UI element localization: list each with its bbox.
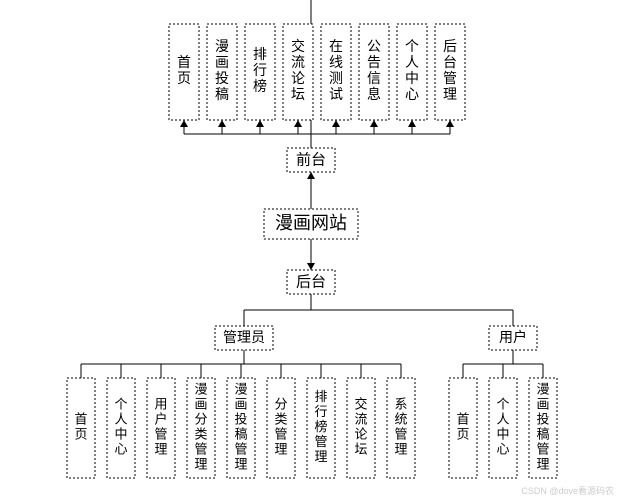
node-label-f2: 稿 — [215, 87, 229, 103]
node-label-f7: 人 — [405, 55, 419, 71]
node-label-a8: 论 — [354, 426, 367, 441]
node-label-f6: 息 — [367, 86, 381, 103]
node-label-f8: 管 — [443, 71, 457, 87]
node-label-user: 用户 — [499, 329, 527, 346]
node-label-a5: 管 — [234, 441, 247, 456]
node-label-f8: 后 — [443, 39, 457, 55]
node-label-a1: 页 — [74, 426, 87, 441]
node-label-f6: 信 — [367, 71, 381, 87]
node-label-f4: 交 — [291, 38, 305, 55]
node-label-a6: 类 — [274, 411, 287, 426]
node-label-front: 前台 — [296, 151, 326, 168]
node-label-a6: 管 — [274, 426, 287, 441]
node-label-back: 后台 — [296, 273, 326, 290]
node-label-f1: 首 — [177, 55, 191, 71]
node-label-f5: 在 — [329, 39, 343, 55]
node-label-a4: 分 — [194, 411, 207, 426]
node-label-u3: 画 — [536, 396, 549, 411]
node-label-u3: 稿 — [536, 426, 549, 441]
node-label-f4: 坛 — [291, 87, 305, 103]
node-label-f5: 线 — [329, 55, 343, 71]
node-label-a8: 交 — [354, 396, 367, 411]
node-label-u3: 投 — [536, 411, 549, 426]
node-label-a7: 管 — [314, 434, 327, 449]
node-label-u2: 中 — [496, 426, 509, 441]
node-label-a2: 中 — [114, 426, 127, 441]
node-label-f2: 投 — [215, 71, 229, 87]
node-label-a3: 理 — [154, 441, 167, 456]
node-label-a8: 坛 — [354, 441, 367, 456]
node-label-a4: 管 — [194, 441, 207, 456]
node-label-f4: 论 — [291, 71, 305, 87]
node-label-root: 漫画网站 — [275, 213, 347, 233]
node-label-a7: 榜 — [314, 419, 327, 434]
node-label-a9: 统 — [394, 411, 407, 426]
node-label-a9: 管 — [394, 426, 407, 441]
node-label-f4: 流 — [291, 55, 305, 71]
node-label-a7: 理 — [314, 449, 327, 464]
node-label-a6: 理 — [274, 441, 287, 456]
node-label-f2: 漫 — [215, 39, 229, 55]
node-label-f5: 试 — [329, 87, 343, 103]
node-label-a9: 理 — [394, 441, 407, 456]
node-label-a5: 画 — [234, 396, 247, 411]
node-label-a5: 漫 — [234, 381, 247, 396]
node-label-a7: 行 — [314, 404, 327, 419]
node-label-f1: 页 — [177, 72, 191, 87]
node-label-u3: 理 — [536, 456, 549, 471]
node-label-a2: 人 — [114, 411, 127, 426]
node-label-a4: 理 — [194, 456, 207, 471]
node-label-a3: 户 — [154, 411, 167, 426]
node-label-f8: 理 — [443, 88, 457, 103]
node-label-admin: 管理员 — [223, 330, 265, 346]
node-label-f7: 心 — [405, 87, 419, 103]
sitemap-diagram: 漫画网站前台后台首页漫画投稿排行榜交流论坛在线测试公告信息个人中心后台管理管理员… — [0, 0, 621, 500]
node-label-u1: 首 — [456, 411, 469, 426]
node-label-u1: 页 — [456, 426, 469, 441]
node-label-f7: 中 — [405, 71, 419, 87]
node-label-f6: 告 — [367, 55, 381, 71]
node-label-u3: 漫 — [536, 381, 549, 396]
node-label-a2: 个 — [114, 396, 127, 411]
node-label-a5: 理 — [234, 456, 247, 471]
node-label-a4: 漫 — [194, 381, 207, 396]
node-label-f3: 榜 — [253, 78, 267, 95]
node-label-f5: 测 — [329, 71, 343, 87]
node-label-u2: 心 — [496, 441, 509, 456]
node-label-a6: 分 — [274, 396, 287, 411]
node-label-f8: 台 — [443, 55, 457, 71]
node-label-a7: 排 — [314, 389, 327, 404]
node-label-a5: 稿 — [234, 426, 247, 441]
node-label-a4: 类 — [194, 426, 207, 441]
node-label-a9: 系 — [394, 396, 407, 411]
watermark: CSDN @dove看源码农 — [521, 485, 614, 496]
node-label-u2: 人 — [496, 411, 509, 426]
node-label-f6: 公 — [367, 40, 381, 55]
node-label-a3: 管 — [154, 426, 167, 441]
node-label-f7: 个 — [405, 39, 419, 55]
node-label-a8: 流 — [354, 411, 367, 426]
node-label-a5: 投 — [234, 411, 247, 426]
node-label-u3: 管 — [536, 441, 549, 456]
node-label-a3: 用 — [154, 396, 167, 411]
node-label-u2: 个 — [496, 396, 509, 411]
node-label-a2: 心 — [114, 441, 127, 456]
node-label-f3: 行 — [253, 63, 267, 79]
node-label-a1: 首 — [74, 411, 87, 426]
node-label-a4: 画 — [194, 396, 207, 411]
node-label-f2: 画 — [215, 56, 229, 71]
node-label-f3: 排 — [253, 47, 267, 63]
